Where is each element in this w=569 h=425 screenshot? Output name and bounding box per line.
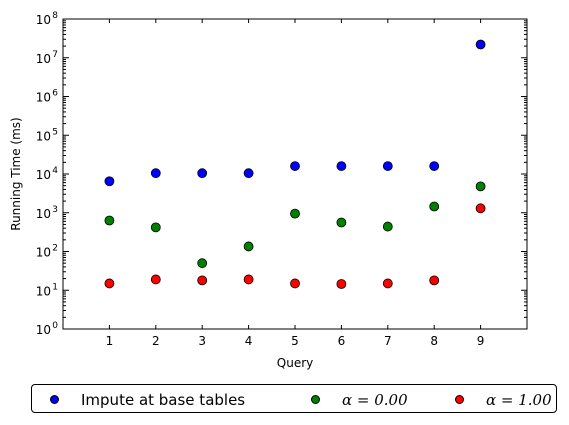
data-point-series-1 xyxy=(104,176,115,187)
data-point-series-2 xyxy=(290,208,300,219)
y-tick-label: 10 xyxy=(36,52,51,66)
data-point-series-1 xyxy=(429,161,440,171)
legend-entry-alpha-0: α = 0.00 xyxy=(311,385,408,414)
y-tick-exponent: 5 xyxy=(52,127,58,137)
x-tick-label: 2 xyxy=(152,334,160,348)
legend-label: Impute at base tables xyxy=(81,390,246,409)
data-point-series-1 xyxy=(336,161,347,171)
y-tick-exponent: 4 xyxy=(52,166,58,176)
x-tick-label: 9 xyxy=(477,334,485,348)
y-tick-exponent: 2 xyxy=(52,244,58,254)
y-tick-exponent: 7 xyxy=(52,50,58,60)
x-tick-label: 5 xyxy=(291,334,299,348)
x-tick-label: 6 xyxy=(338,334,346,348)
y-tick-label: 10 xyxy=(36,284,51,298)
legend-marker-blue xyxy=(50,395,59,404)
x-tick-label: 7 xyxy=(384,334,392,348)
data-point-series-2 xyxy=(382,221,393,232)
data-point-series-3 xyxy=(150,274,161,285)
data-point-series-1 xyxy=(382,161,393,171)
data-point-series-2 xyxy=(243,241,254,252)
x-tick-label: 8 xyxy=(430,334,438,348)
legend-label: α = 0.00 xyxy=(342,390,408,409)
data-point-series-2 xyxy=(336,217,347,228)
x-axis-label: Query xyxy=(277,356,313,370)
data-point-series-2 xyxy=(197,258,208,269)
y-tick-label: 10 xyxy=(36,207,51,221)
legend-marker-red xyxy=(455,395,464,404)
x-tick-label: 1 xyxy=(106,334,114,348)
y-tick-exponent: 0 xyxy=(52,321,58,331)
y-tick-label: 10 xyxy=(36,323,51,337)
data-point-series-3 xyxy=(429,275,440,286)
data-point-series-2 xyxy=(104,215,115,226)
data-point-series-3 xyxy=(243,274,254,285)
data-points xyxy=(104,39,486,289)
y-tick-label: 10 xyxy=(36,129,51,143)
data-point-series-1 xyxy=(243,168,254,179)
data-point-series-2 xyxy=(150,222,161,233)
y-tick-exponent: 8 xyxy=(52,11,58,21)
y-tick-exponent: 6 xyxy=(52,89,58,99)
data-point-series-1 xyxy=(197,168,208,179)
data-point-series-3 xyxy=(290,278,300,289)
x-tick-label: 3 xyxy=(198,334,206,348)
data-point-series-3 xyxy=(382,278,393,289)
legend-label: α = 1.00 xyxy=(486,390,552,409)
legend-entry-alpha-1: α = 1.00 xyxy=(455,385,552,414)
x-tick-label: 4 xyxy=(245,334,253,348)
data-point-series-3 xyxy=(336,279,347,289)
y-tick-label: 10 xyxy=(36,168,51,182)
data-point-series-2 xyxy=(475,181,486,192)
data-point-series-3 xyxy=(104,278,115,289)
legend: Impute at base tables α = 0.00 α = 1.00 xyxy=(31,384,557,413)
legend-entry-base-tables: Impute at base tables xyxy=(50,385,245,414)
data-point-series-1 xyxy=(150,168,161,179)
data-point-series-3 xyxy=(197,275,208,286)
y-axis-label: Running Time (ms) xyxy=(9,117,23,230)
axis-ticks xyxy=(63,18,527,330)
y-tick-label: 10 xyxy=(36,13,51,27)
legend-marker-green xyxy=(311,395,320,404)
y-tick-label: 10 xyxy=(36,246,51,260)
data-point-series-1 xyxy=(475,39,486,50)
data-point-series-3 xyxy=(475,203,486,214)
y-tick-exponent: 1 xyxy=(52,282,58,292)
data-point-series-1 xyxy=(290,161,300,171)
y-tick-label: 10 xyxy=(36,91,51,105)
y-tick-exponent: 3 xyxy=(52,205,58,215)
data-point-series-2 xyxy=(429,201,440,212)
